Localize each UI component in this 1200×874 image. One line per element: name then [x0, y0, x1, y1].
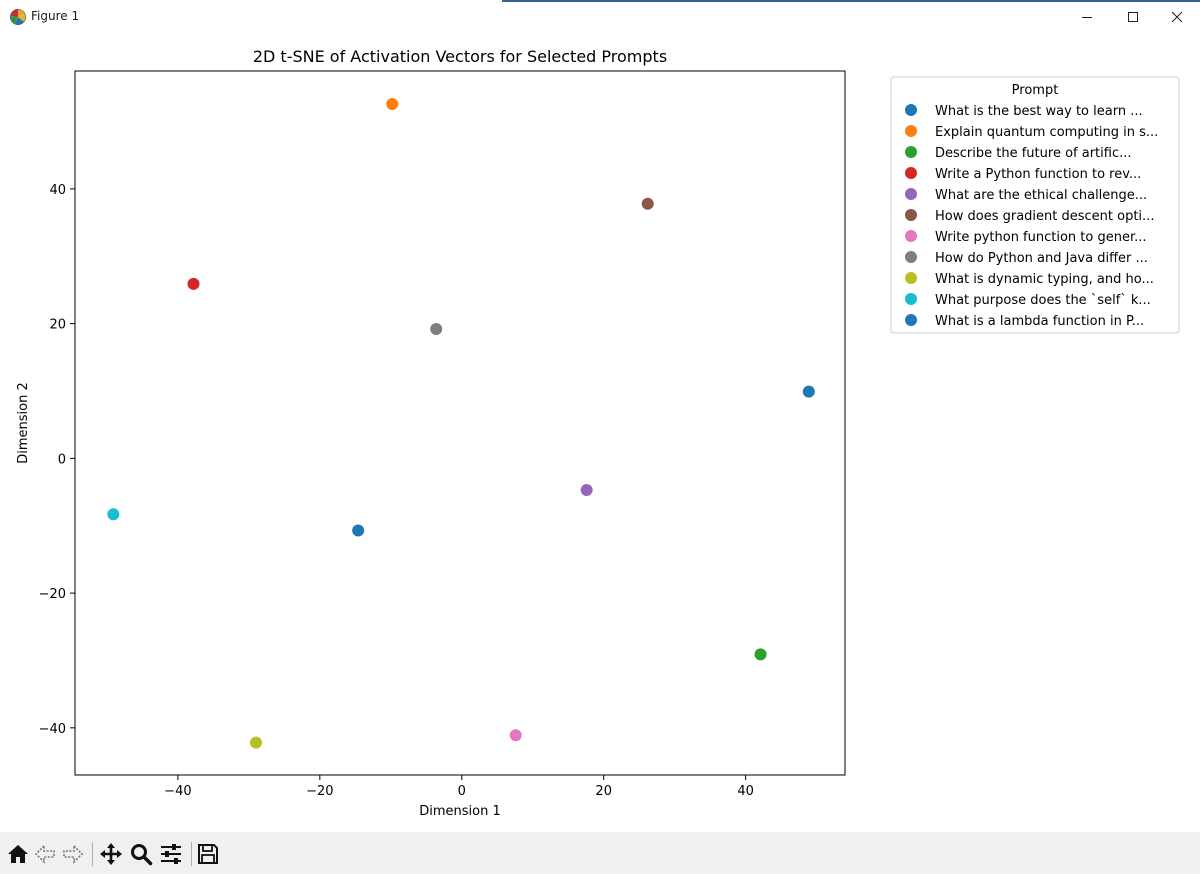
scatter-chart: 2D t-SNE of Activation Vectors for Selec… [16, 47, 1180, 819]
home-button[interactable] [5, 841, 31, 867]
legend-marker [905, 251, 917, 263]
data-point [509, 729, 522, 742]
y-tick-label: 0 [58, 452, 66, 467]
legend-label: How do Python and Java differ ... [935, 251, 1148, 266]
x-tick-label: 40 [737, 784, 754, 799]
x-axis-label: Dimension 1 [419, 804, 501, 819]
legend-marker [905, 314, 917, 326]
close-icon [1171, 11, 1183, 23]
minimize-icon [1082, 17, 1092, 18]
y-tick-label: 40 [49, 183, 66, 198]
matplotlib-logo-icon [10, 9, 26, 25]
zoom-button[interactable] [128, 841, 154, 867]
magnifier-icon [131, 844, 153, 866]
legend-marker [905, 125, 917, 137]
data-point [641, 197, 654, 210]
x-tick-label: 20 [595, 784, 612, 799]
floppy-disk-icon [198, 844, 218, 864]
y-tick-label: −40 [39, 722, 66, 737]
back-arrow-icon [34, 844, 55, 864]
legend-label: What are the ethical challenge... [935, 188, 1147, 203]
y-tick-label: 20 [49, 318, 66, 333]
title-bar-accent [502, 0, 1200, 2]
sliders-icon [161, 844, 181, 864]
minimize-button[interactable] [1064, 0, 1110, 34]
x-axis-ticks: −40 −20 0 20 40 [164, 775, 754, 799]
configure-subplots-button[interactable] [158, 841, 184, 867]
y-axis-ticks: −40 −20 0 20 40 [39, 183, 75, 737]
legend-label: What is dynamic typing, and ho... [935, 272, 1154, 287]
legend-marker [905, 293, 917, 305]
data-point [249, 736, 262, 749]
data-point [352, 524, 365, 537]
legend-marker [905, 230, 917, 242]
data-point [430, 323, 443, 336]
legend-label: What purpose does the `self` k... [935, 293, 1151, 308]
title-bar[interactable]: Figure 1 [0, 0, 1200, 34]
save-button[interactable] [195, 841, 221, 867]
legend-title: Prompt [1012, 83, 1059, 98]
data-point [386, 98, 399, 111]
legend-label: What is a lambda function in P... [935, 314, 1144, 329]
data-point [107, 508, 120, 521]
legend-marker [905, 272, 917, 284]
legend-label: Write a Python function to rev... [935, 167, 1141, 182]
legend-label: What is the best way to learn ... [935, 104, 1143, 119]
y-tick-label: −20 [39, 587, 66, 602]
navigation-toolbar [0, 832, 1200, 874]
maximize-button[interactable] [1110, 0, 1156, 34]
window-title: Figure 1 [31, 9, 80, 23]
forward-button[interactable] [60, 841, 86, 867]
legend-label: How does gradient descent opti... [935, 209, 1154, 224]
data-points [107, 98, 815, 749]
legend-marker [905, 167, 917, 179]
move-icon [100, 843, 122, 865]
data-point [754, 648, 767, 661]
plot-area [74, 70, 846, 776]
data-point [580, 484, 593, 497]
data-point [802, 385, 815, 398]
legend-marker [905, 209, 917, 221]
figure-canvas[interactable]: 2D t-SNE of Activation Vectors for Selec… [0, 34, 1200, 832]
chart-title: 2D t-SNE of Activation Vectors for Selec… [253, 47, 667, 66]
x-tick-label: −20 [306, 784, 333, 799]
data-point [187, 277, 200, 290]
y-axis-label: Dimension 2 [16, 382, 31, 464]
pan-button[interactable] [98, 841, 124, 867]
home-icon [8, 845, 28, 863]
legend[interactable]: Prompt What is the best way to learn ...… [890, 76, 1180, 334]
x-tick-label: 0 [458, 784, 466, 799]
legend-box [890, 76, 1180, 334]
back-button[interactable] [32, 841, 58, 867]
legend-marker [905, 188, 917, 200]
legend-marker [905, 146, 917, 158]
toolbar-separator [92, 842, 93, 866]
legend-label: Explain quantum computing in s... [935, 125, 1158, 140]
legend-marker [905, 104, 917, 116]
legend-items: What is the best way to learn ... Explain… [905, 104, 1158, 329]
close-button[interactable] [1154, 0, 1200, 34]
legend-label: Describe the future of artific... [935, 146, 1132, 161]
forward-arrow-icon [63, 844, 84, 864]
maximize-icon [1128, 12, 1138, 22]
legend-label: Write python function to gener... [935, 230, 1147, 245]
x-tick-label: −40 [164, 784, 191, 799]
toolbar-separator [191, 842, 192, 866]
